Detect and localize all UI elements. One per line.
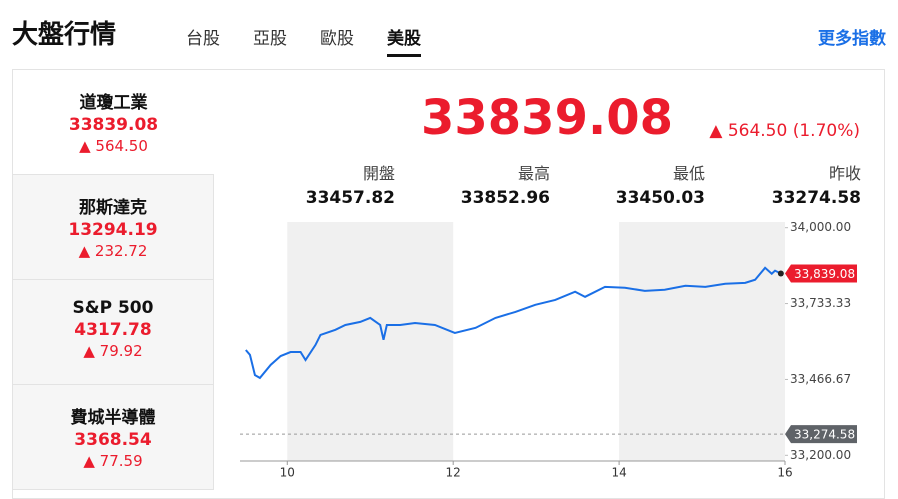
tab[interactable]: 美股	[387, 24, 421, 57]
index-change: ▲ 564.50	[79, 137, 148, 155]
index-change: ▲ 77.59	[83, 452, 143, 470]
index-price: 13294.19	[68, 220, 158, 240]
quote-price: 33839.08	[420, 90, 673, 146]
chart: 10 12 14 16 33,200.00 33,466.67 33,733.33 34,00…	[240, 220, 857, 480]
stat-value: 33450.03	[615, 188, 705, 208]
stat-label: 開盤	[362, 164, 395, 183]
tab[interactable]: 台股	[186, 29, 220, 49]
index-change: ▲ 79.92	[83, 342, 143, 360]
y-tick-label: 33,200.00	[790, 448, 851, 462]
x-tick-label: 10	[280, 466, 295, 480]
y-tick-label: 33,466.67	[790, 372, 851, 386]
index-price: 33839.08	[68, 115, 159, 135]
tab[interactable]: 亞股	[253, 29, 287, 49]
shade-band	[619, 222, 785, 461]
index-price: 3368.54	[74, 430, 152, 450]
stat-label: 最低	[672, 164, 705, 183]
index-item[interactable]: 費城半導體 3368.54 ▲ 77.59	[13, 385, 214, 490]
more-link[interactable]: 更多指數	[818, 29, 886, 49]
last-point	[777, 270, 784, 277]
index-name: 道瓊工業	[79, 93, 148, 113]
stat-label: 最高	[517, 164, 550, 183]
index-item[interactable]: 那斯達克 13294.19 ▲ 232.72	[13, 175, 214, 280]
x-tick-label: 12	[446, 466, 461, 480]
page-title: 大盤行情	[12, 20, 117, 50]
index-change: ▲ 232.72	[78, 242, 148, 260]
stat-value: 33274.58	[771, 188, 861, 208]
index-item[interactable]: S&P 500 4317.78 ▲ 79.92	[13, 280, 214, 385]
stat: 昨收 33274.58	[731, 160, 861, 208]
reference-tag	[785, 425, 857, 444]
index-name: S&P 500	[72, 298, 154, 318]
shade-band	[287, 222, 454, 461]
stat: 最高 33852.96	[420, 160, 550, 208]
index-change-value: 79.92	[99, 342, 143, 360]
x-tick-label: 14	[611, 466, 626, 480]
stat-value: 33457.82	[305, 188, 395, 208]
last-price-label: 33,839.08	[794, 267, 855, 281]
x-tick-label: 16	[777, 466, 792, 480]
index-item[interactable]: 道瓊工業 33839.08 ▲ 564.50	[13, 70, 214, 175]
stat-value: 33852.96	[460, 188, 550, 208]
tab[interactable]: 歐股	[320, 29, 354, 49]
index-name: 費城半導體	[70, 408, 156, 428]
quote-change-value: 564.50 (1.70%)	[727, 121, 860, 141]
y-tick-label: 33,733.33	[790, 296, 851, 310]
stat: 最低 33450.03	[575, 160, 705, 208]
last-price-tag	[785, 264, 857, 283]
price-line	[245, 266, 782, 380]
quote-change: ▲ 564.50 (1.70%)	[709, 121, 860, 141]
index-change-value: 232.72	[94, 242, 148, 260]
page: 大盤行情 台股 亞股 歐股 美股 更多指數 道瓊工業 33839.08 ▲ 56…	[12, 20, 886, 499]
index-change-value: 564.50	[95, 137, 148, 155]
index-change-value: 77.59	[99, 452, 143, 470]
stat: 開盤 33457.82	[265, 160, 395, 208]
y-tick-label: 34,000.00	[790, 220, 851, 234]
index-price: 4317.78	[74, 320, 152, 340]
stat-label: 昨收	[828, 164, 861, 183]
index-name: 那斯達克	[79, 198, 147, 218]
reference-label: 33,274.58	[794, 428, 855, 442]
